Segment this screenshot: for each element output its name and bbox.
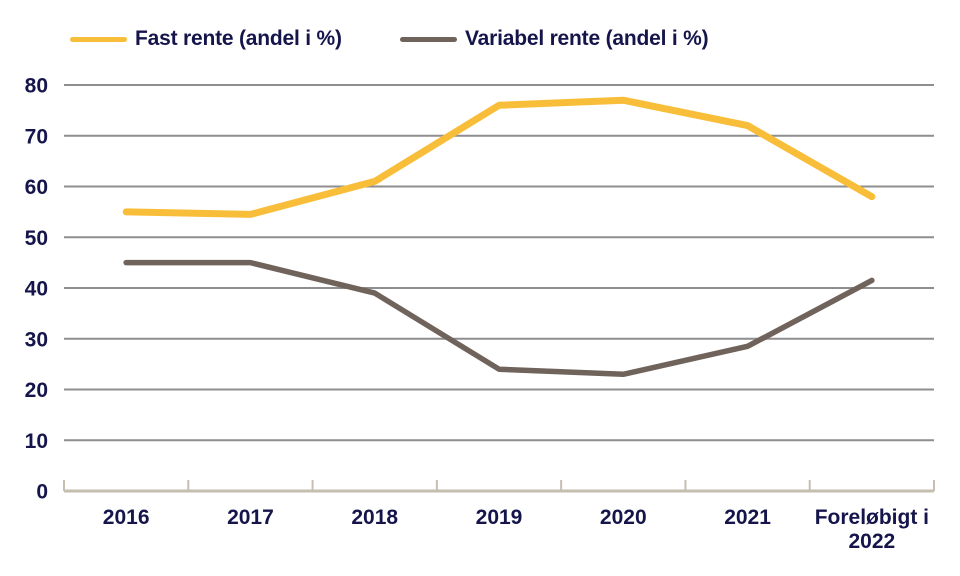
y-axis-label: 10 <box>25 430 48 453</box>
y-axis-labels: 0 10 20 30 40 50 60 70 80 <box>25 75 48 504</box>
y-axis-label: 60 <box>25 176 48 199</box>
variabel-rente-swatch <box>400 36 457 42</box>
y-axis-label: 20 <box>25 379 48 402</box>
variabel-rente-label: Variabel rente (andel i %) <box>465 27 709 50</box>
x-axis-label: 2017 <box>227 506 274 529</box>
x-axis-label: 2020 <box>600 506 647 529</box>
x-axis-label: Foreløbigt i 2022 <box>815 506 929 553</box>
y-axis-label: 50 <box>25 227 48 250</box>
fast-rente-line <box>122 96 876 218</box>
legend-item-fast-rente: Fast rente (andel i %) <box>70 25 342 53</box>
x-axis-label: 2018 <box>351 506 398 529</box>
y-axis-label: 70 <box>25 125 48 148</box>
x-axis <box>63 480 935 493</box>
y-axis-label: 0 <box>36 481 48 504</box>
x-axis-label: 2019 <box>476 506 523 529</box>
variabel-rente-line <box>123 259 875 378</box>
legend-item-variabel-rente: Variabel rente (andel i %) <box>400 25 709 53</box>
fast-rente-swatch <box>70 36 127 42</box>
y-axis-label: 80 <box>25 75 48 98</box>
x-axis-label: 2016 <box>103 506 150 529</box>
y-axis-label: 30 <box>25 328 48 351</box>
x-axis-label: 2021 <box>724 506 771 529</box>
y-axis-label: 40 <box>25 278 48 301</box>
gridlines <box>64 84 934 442</box>
x-axis-labels: 2016 2017 2018 2019 2020 2021 Foreløbigt i 2022 <box>103 506 929 553</box>
fast-rente-label: Fast rente (andel i %) <box>135 27 342 50</box>
